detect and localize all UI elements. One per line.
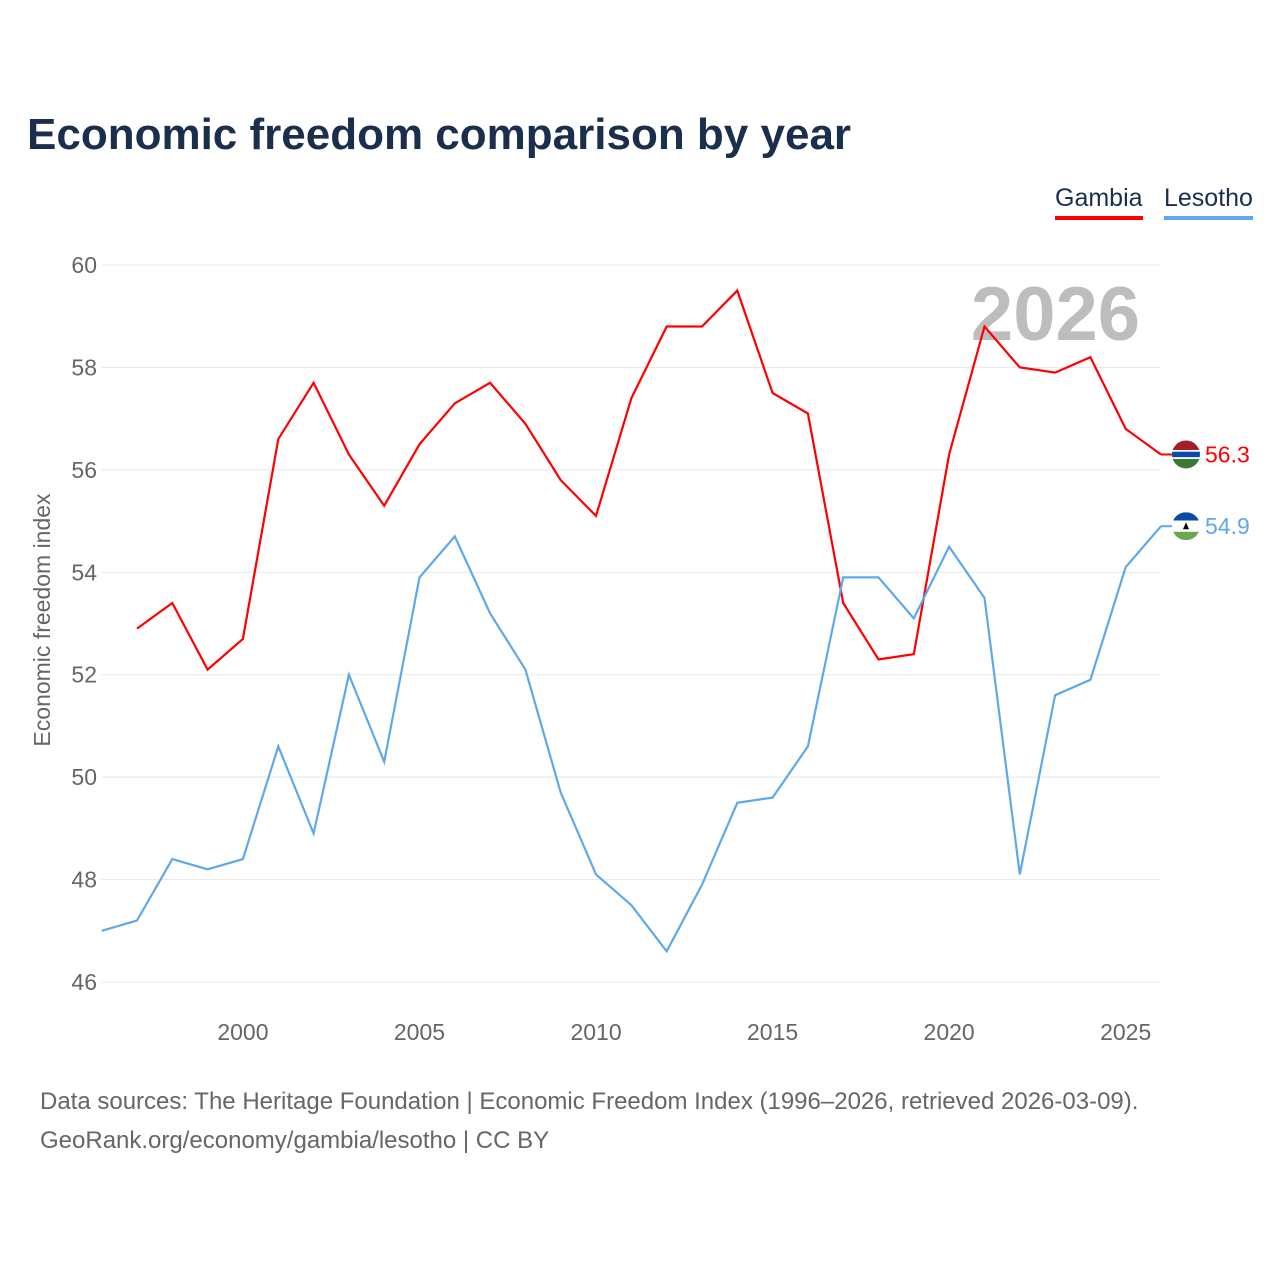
x-tick-label: 2005 [394, 1019, 445, 1045]
y-tick-label: 48 [71, 867, 97, 893]
y-tick-label: 46 [71, 969, 97, 995]
lesotho-flag-icon [1172, 512, 1200, 541]
y-tick-label: 58 [71, 354, 97, 380]
legend-lesotho[interactable]: Lesotho [1164, 184, 1253, 220]
end-value-label-lesotho: 54.9 [1205, 513, 1250, 539]
y-tick-label: 54 [71, 559, 97, 585]
x-tick-label: 2020 [924, 1019, 975, 1045]
year-watermark: 2026 [971, 272, 1140, 357]
footer-link[interactable]: GeoRank.org/economy/gambia/lesotho | CC … [40, 1127, 550, 1154]
footer-sources: Data sources: The Heritage Foundation | … [40, 1088, 1139, 1115]
chart-title: Economic freedom comparison by year [27, 110, 852, 159]
y-tick-label: 50 [71, 764, 97, 790]
end-value-label-gambia: 56.3 [1205, 441, 1250, 467]
y-tick-label: 56 [71, 457, 97, 483]
series-line-lesotho [101, 525, 1162, 954]
x-tick-label: 2015 [747, 1019, 798, 1045]
y-tick-label: 52 [71, 662, 97, 688]
series-line-gambia [136, 288, 1162, 672]
y-axis-label: Economic freedom index [29, 493, 55, 747]
legend-gambia[interactable]: Gambia [1055, 184, 1143, 220]
gambia-flag-icon [1172, 440, 1200, 469]
y-tick-label: 60 [71, 252, 97, 278]
x-tick-label: 2025 [1100, 1019, 1151, 1045]
x-tick-label: 2010 [570, 1019, 621, 1045]
x-tick-label: 2000 [217, 1019, 268, 1045]
